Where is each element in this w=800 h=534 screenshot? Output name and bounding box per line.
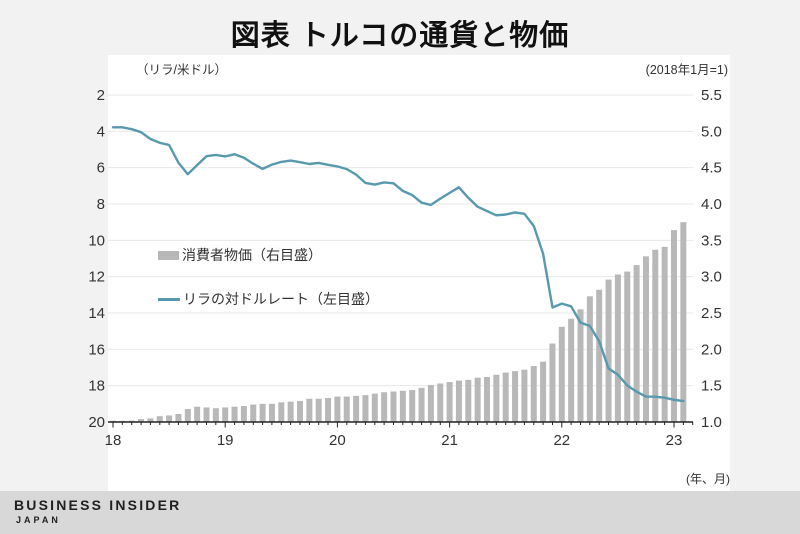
axis-tick-labels: 24681012141618205.55.04.54.03.53.02.52.0… bbox=[88, 87, 722, 449]
svg-text:4.5: 4.5 bbox=[701, 160, 722, 177]
legend-lira-label: リラの対ドルレート（左目盛） bbox=[183, 291, 379, 307]
svg-text:4: 4 bbox=[97, 123, 105, 140]
right-axis-unit-label: (2018年1月=1) bbox=[645, 63, 728, 77]
svg-text:3.0: 3.0 bbox=[701, 269, 722, 286]
gridlines bbox=[108, 94, 693, 387]
svg-text:20: 20 bbox=[329, 432, 346, 449]
footer-band: BUSINESS INSIDER JAPAN bbox=[0, 491, 800, 534]
legend: 消費者物価（右目盛） リラの対ドルレート（左目盛） bbox=[158, 246, 379, 334]
bar-swatch-icon bbox=[158, 250, 179, 260]
line-swatch-icon bbox=[158, 297, 180, 301]
svg-text:6: 6 bbox=[97, 160, 105, 177]
legend-item-lira: リラの対ドルレート（左目盛） bbox=[158, 290, 379, 308]
svg-text:8: 8 bbox=[97, 196, 105, 213]
left-axis-unit-label: （リラ/米ドル） bbox=[136, 63, 227, 77]
svg-text:16: 16 bbox=[88, 341, 105, 358]
svg-text:12: 12 bbox=[88, 269, 105, 286]
lira-line bbox=[111, 126, 685, 403]
svg-text:2.5: 2.5 bbox=[701, 305, 722, 322]
svg-text:20: 20 bbox=[88, 414, 105, 431]
svg-text:10: 10 bbox=[88, 232, 105, 249]
svg-text:22: 22 bbox=[553, 432, 570, 449]
brand-region: JAPAN bbox=[16, 515, 61, 525]
legend-cpi-label: 消費者物価（右目盛） bbox=[182, 247, 322, 263]
brand-name: BUSINESS INSIDER bbox=[14, 497, 182, 513]
chart-svg: 24681012141618205.55.04.54.03.53.02.52.0… bbox=[88, 87, 722, 449]
page-title: 図表 トルコの通貨と物価 bbox=[230, 20, 570, 52]
svg-text:1.0: 1.0 bbox=[701, 414, 722, 431]
x-axis-note: (年、月) bbox=[686, 472, 730, 486]
legend-item-cpi: 消費者物価（右目盛） bbox=[158, 246, 379, 264]
svg-text:19: 19 bbox=[217, 432, 234, 449]
x-axis-ticks bbox=[112, 422, 694, 428]
svg-text:5.5: 5.5 bbox=[701, 87, 722, 104]
cpi-bars bbox=[110, 222, 687, 422]
svg-text:18: 18 bbox=[105, 432, 122, 449]
svg-text:4.0: 4.0 bbox=[701, 196, 722, 213]
svg-text:1.5: 1.5 bbox=[701, 378, 722, 395]
svg-text:2: 2 bbox=[97, 87, 105, 104]
svg-text:3.5: 3.5 bbox=[701, 232, 722, 249]
svg-text:5.0: 5.0 bbox=[701, 123, 722, 140]
svg-text:14: 14 bbox=[88, 305, 105, 322]
svg-text:18: 18 bbox=[88, 378, 105, 395]
svg-text:2.0: 2.0 bbox=[701, 341, 722, 358]
svg-text:23: 23 bbox=[666, 432, 683, 449]
svg-text:21: 21 bbox=[441, 432, 458, 449]
